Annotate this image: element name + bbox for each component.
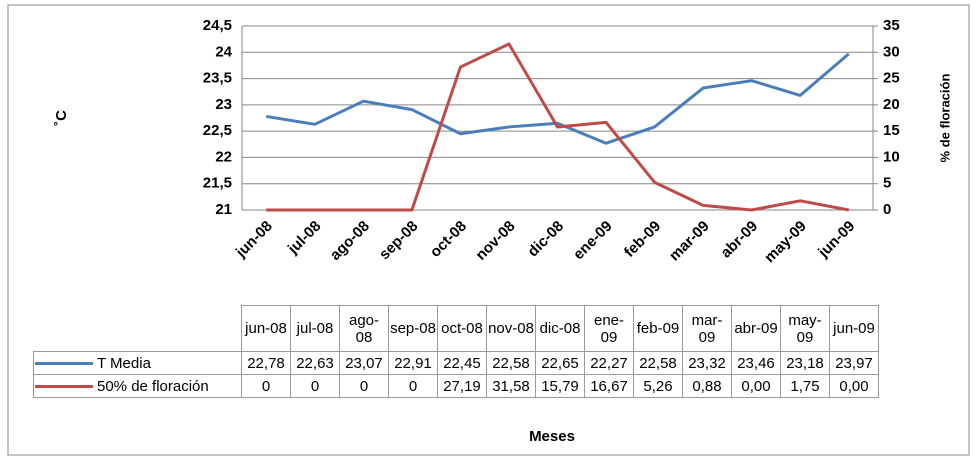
table-value: 5,26: [633, 374, 683, 398]
table-value: 0: [339, 374, 389, 398]
table-value: 27,19: [437, 374, 487, 398]
table-value: 23,32: [682, 351, 732, 375]
x-tick-label: dic-08: [524, 218, 567, 261]
legend-label: 50% de floración: [97, 377, 209, 395]
table-value: 0: [290, 374, 340, 398]
x-tick-label: sep-08: [376, 218, 422, 264]
table-value: 15,79: [535, 374, 585, 398]
table-value: 23,18: [780, 351, 830, 375]
table-value: 22,63: [290, 351, 340, 375]
x-tick-label: mar-09: [666, 218, 713, 265]
table-header-row: jun-08 jul-08 ago-08 sep-08 oct-08 nov-08 dic-…: [33, 305, 879, 352]
x-tick-label: nov-08: [472, 218, 518, 264]
table-category: dic-08: [535, 305, 585, 352]
legend-key: [35, 385, 93, 389]
legend-key: [35, 362, 93, 366]
y-tick-label: 23: [215, 96, 232, 113]
y-tick-label: 22,5: [203, 122, 232, 139]
legend-entry: T Media: [33, 351, 242, 375]
table-category: ago-08: [339, 305, 389, 352]
series-line: [266, 52, 850, 145]
table-value: 1,75: [780, 374, 830, 398]
table-value: 16,67: [584, 374, 634, 398]
y-axis-label: ˚C: [53, 110, 70, 126]
table-value: 0,00: [731, 374, 781, 398]
table-value: 0: [388, 374, 438, 398]
x-tick-label: ago-08: [327, 218, 373, 264]
y2-tick-label: 5: [883, 175, 891, 192]
y-tick-label: 22: [215, 148, 232, 165]
table-category: sep-08: [388, 305, 438, 352]
legend-label: T Media: [97, 354, 151, 372]
y2-axis-label: % de floración: [937, 74, 952, 163]
y-tick-label: 24: [215, 43, 232, 60]
table-value: 22,58: [633, 351, 683, 375]
y2-tick-label: 30: [883, 43, 900, 60]
chart-border: [7, 4, 970, 456]
table-value: 22,45: [437, 351, 487, 375]
y2-tick-label: 0: [883, 201, 891, 218]
table-value: 22,58: [486, 351, 536, 375]
y-tick-label: 21,5: [203, 175, 232, 192]
table-category: may-09: [780, 305, 830, 352]
x-axis-label: Meses: [529, 428, 575, 445]
table-category: jun-09: [829, 305, 879, 352]
table-category: feb-09: [633, 305, 683, 352]
x-tick-label: ene-09: [570, 218, 616, 264]
table-value: 0: [241, 374, 291, 398]
table-corner: [33, 305, 242, 352]
y-tick-label: 23,5: [203, 70, 232, 87]
table-category: mar-09: [682, 305, 732, 352]
table-value: 22,65: [535, 351, 585, 375]
table-category: ene-09: [584, 305, 634, 352]
y2-tick-label: 15: [883, 122, 900, 139]
y2-tick-label: 20: [883, 96, 900, 113]
x-tick-label: feb-09: [621, 218, 664, 261]
y2-tick-label: 10: [883, 148, 900, 165]
y2-tick-label: 35: [883, 17, 900, 34]
table-value: 22,27: [584, 351, 634, 375]
table-row: T Media 22,78 22,63 23,07 22,91 22,45 22,58 22,…: [33, 351, 879, 375]
table-category: nov-08: [486, 305, 536, 352]
data-table: jun-08 jul-08 ago-08 sep-08 oct-08 nov-08 dic-…: [33, 305, 879, 398]
x-tick-label: abr-09: [717, 218, 761, 262]
table-row: 50% de floración 0 0 0 0 27,19 31,58 15,79 16,67…: [33, 374, 879, 398]
x-tick-label: jul-08: [284, 218, 324, 258]
x-tick-label: oct-08: [427, 218, 470, 261]
table-value: 23,46: [731, 351, 781, 375]
x-tick-label: jun-08: [232, 218, 276, 262]
series-line: [266, 42, 850, 212]
table-value: 31,58: [486, 374, 536, 398]
table-category: jun-08: [241, 305, 291, 352]
y-tick-label: 21: [215, 201, 232, 218]
table-value: 22,78: [241, 351, 291, 375]
legend-entry: 50% de floración: [33, 374, 242, 398]
table-value: 23,07: [339, 351, 389, 375]
y-tick-label: 24,5: [203, 17, 232, 34]
table-value: 23,97: [829, 351, 879, 375]
table-value: 0,00: [829, 374, 879, 398]
table-value: 0,88: [682, 374, 732, 398]
x-tick-label: may-09: [761, 218, 810, 267]
table-category: abr-09: [731, 305, 781, 352]
y2-tick-label: 25: [883, 70, 900, 87]
table-value: 22,91: [388, 351, 438, 375]
x-tick-label: jun-09: [814, 218, 858, 262]
table-category: jul-08: [290, 305, 340, 352]
table-category: oct-08: [437, 305, 487, 352]
